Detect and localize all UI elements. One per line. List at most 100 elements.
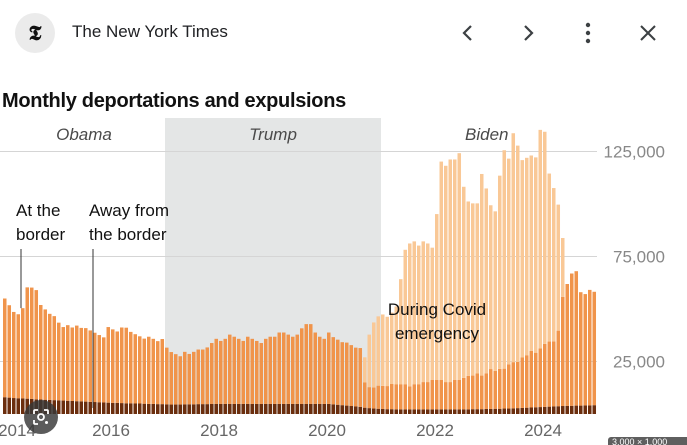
close-button[interactable] — [635, 20, 661, 46]
bar-away — [93, 402, 97, 414]
bar-away — [498, 408, 502, 414]
bar-border — [417, 384, 421, 410]
bar-border — [313, 332, 318, 404]
bar-border — [471, 375, 475, 410]
bar-away — [70, 400, 75, 414]
chart-title: Monthly deportations and expulsions — [2, 90, 346, 112]
bar-away — [403, 409, 408, 414]
bar-border — [574, 271, 579, 406]
bar-away — [480, 409, 484, 414]
bar-away — [547, 406, 552, 414]
bar-border — [277, 332, 282, 404]
bar-covid — [417, 245, 421, 385]
bar-border — [201, 349, 205, 405]
bar-covid — [529, 155, 534, 351]
bar-away — [489, 408, 493, 414]
bar-away — [295, 403, 300, 414]
bar-border — [327, 332, 331, 404]
bar-away — [237, 403, 241, 414]
bar-away — [156, 404, 160, 414]
bar-border — [160, 339, 165, 405]
bar-away — [570, 405, 574, 414]
bar-border — [16, 314, 21, 399]
bar-border — [156, 341, 160, 405]
bar-away — [511, 408, 516, 414]
more-vertical-icon — [585, 22, 591, 44]
bar-away — [435, 409, 439, 414]
bar-border — [228, 334, 232, 404]
bar-away — [516, 408, 520, 414]
bar-border — [268, 336, 273, 404]
bar-covid — [381, 314, 385, 386]
bar-away — [385, 409, 390, 414]
bar-border — [151, 338, 156, 404]
bar-border — [147, 336, 151, 404]
bar-covid — [543, 131, 547, 344]
more-options-button[interactable] — [575, 20, 601, 46]
bar-away — [133, 403, 138, 414]
bar-away — [259, 403, 264, 414]
lens-button[interactable] — [24, 400, 58, 434]
bar-border — [295, 334, 300, 404]
bar-border — [97, 335, 102, 403]
bar-away — [147, 403, 151, 414]
bar-border — [421, 382, 426, 410]
bar-away — [444, 409, 448, 414]
forward-button[interactable] — [515, 20, 541, 46]
nyt-logo-icon[interactable]: 𝕿 — [15, 13, 55, 53]
bar-covid — [421, 241, 426, 383]
bar-border — [61, 327, 66, 401]
bar-away — [75, 401, 79, 414]
lens-icon — [33, 409, 49, 425]
bar-away — [318, 403, 322, 414]
bar-border — [426, 382, 430, 410]
bar-border — [93, 332, 97, 403]
bar-away — [277, 403, 282, 414]
bar-border — [183, 351, 187, 405]
bar-border — [367, 387, 372, 409]
bar-away — [205, 404, 210, 414]
bar-away — [394, 409, 399, 414]
bar-covid — [511, 133, 516, 363]
bar-away — [223, 403, 228, 414]
bar-away — [210, 403, 214, 414]
annotation-text: border — [16, 225, 65, 244]
bar-border — [273, 336, 277, 404]
bar-away — [151, 403, 156, 414]
bar-border — [205, 347, 210, 405]
bar-border — [48, 313, 52, 400]
bar-away — [538, 407, 543, 414]
x-tick-label: 2020 — [308, 421, 346, 440]
bar-covid — [556, 204, 561, 331]
bar-away — [120, 403, 124, 414]
bar-away — [178, 404, 183, 414]
bar-away — [138, 403, 142, 414]
bar-away — [21, 398, 25, 414]
bar-border — [21, 308, 25, 399]
bar-border — [462, 377, 466, 410]
bar-covid — [552, 188, 556, 342]
bar-border — [259, 343, 264, 404]
bar-border — [457, 379, 462, 410]
annotation-text: During Covid — [388, 300, 486, 319]
bar-away — [520, 407, 525, 414]
y-tick-label: 125,000 — [604, 143, 665, 162]
bar-covid — [453, 159, 457, 380]
bar-border — [511, 362, 516, 409]
back-button[interactable] — [455, 20, 481, 46]
bar-covid — [525, 157, 529, 356]
close-icon — [640, 25, 656, 41]
bar-border — [192, 351, 196, 405]
site-name[interactable]: The New York Times — [72, 22, 228, 41]
bar-covid — [547, 173, 552, 342]
bar-covid — [444, 165, 448, 383]
bar-away — [412, 409, 417, 414]
bar-border — [210, 343, 214, 404]
bar-border — [282, 332, 286, 404]
bar-away — [534, 407, 538, 414]
era-label: Biden — [465, 125, 508, 144]
bar-away — [552, 406, 556, 414]
bar-border — [588, 289, 592, 406]
bar-border — [142, 338, 147, 404]
bar-away — [250, 403, 255, 414]
